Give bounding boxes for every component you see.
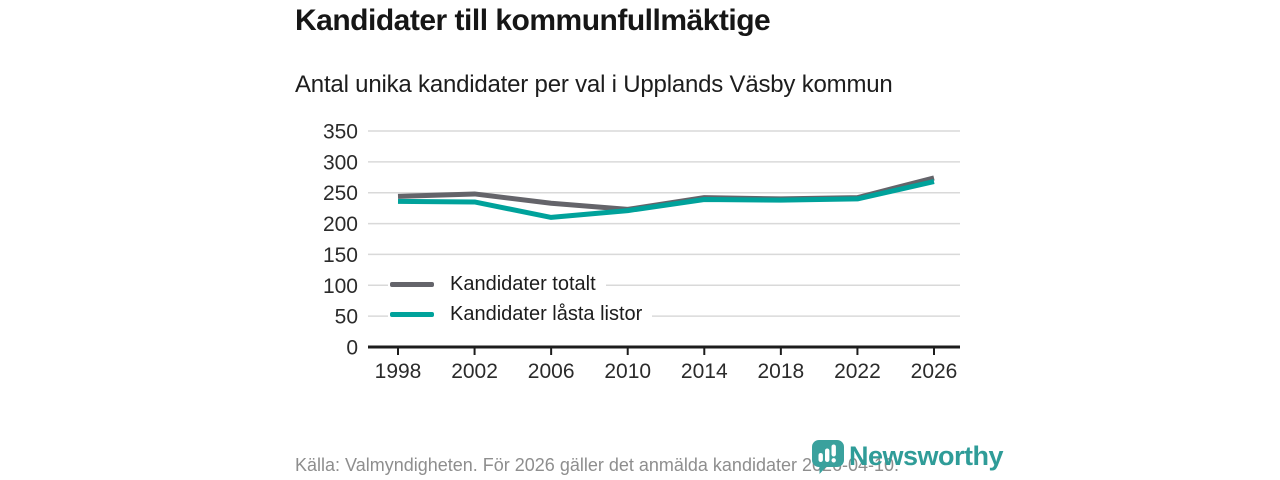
page-title: Kandidater till kommunfullmäktige <box>295 4 771 37</box>
x-tick-label: 2014 <box>681 360 728 383</box>
y-tick-label: 200 <box>323 213 358 236</box>
x-tick-label: 2026 <box>911 360 958 383</box>
newsworthy-logo: Newsworthy <box>812 440 1004 474</box>
newsworthy-wordmark: Newsworthy <box>849 441 1004 471</box>
y-tick-label: 50 <box>335 306 358 329</box>
y-tick-label: 350 <box>323 121 358 144</box>
legend-label-locked-lists: Kandidater låsta listor <box>450 302 643 325</box>
y-tick-label: 150 <box>323 244 358 267</box>
series-line <box>397 179 935 220</box>
y-tick-label: 250 <box>323 182 358 205</box>
y-tick-label: 0 <box>346 337 358 360</box>
legend-item-total: Kandidater totalt <box>388 271 606 297</box>
source-note: Källa: Valmyndigheten. För 2026 gäller d… <box>295 455 900 475</box>
x-tick-label: 1998 <box>375 360 422 383</box>
legend-swatch-total <box>390 281 434 287</box>
newsworthy-speech-bubble-bar-chart-icon <box>812 440 844 474</box>
x-tick-label: 2018 <box>757 360 804 383</box>
chart-subtitle: Antal unika kandidater per val i Uppland… <box>295 71 893 98</box>
legend-label-total: Kandidater totalt <box>450 272 596 295</box>
y-tick-label: 100 <box>323 275 358 298</box>
x-tick-label: 2010 <box>604 360 651 383</box>
legend-swatch-locked-lists <box>390 311 434 317</box>
y-tick-label: 300 <box>323 151 358 174</box>
legend-item-locked-lists: Kandidater låsta listor <box>388 301 653 327</box>
x-tick-label: 2002 <box>451 360 498 383</box>
x-tick-label: 2006 <box>528 360 575 383</box>
x-tick-label: 2022 <box>834 360 881 383</box>
chart-legend: Kandidater totalt Kandidater låsta listo… <box>388 271 653 331</box>
